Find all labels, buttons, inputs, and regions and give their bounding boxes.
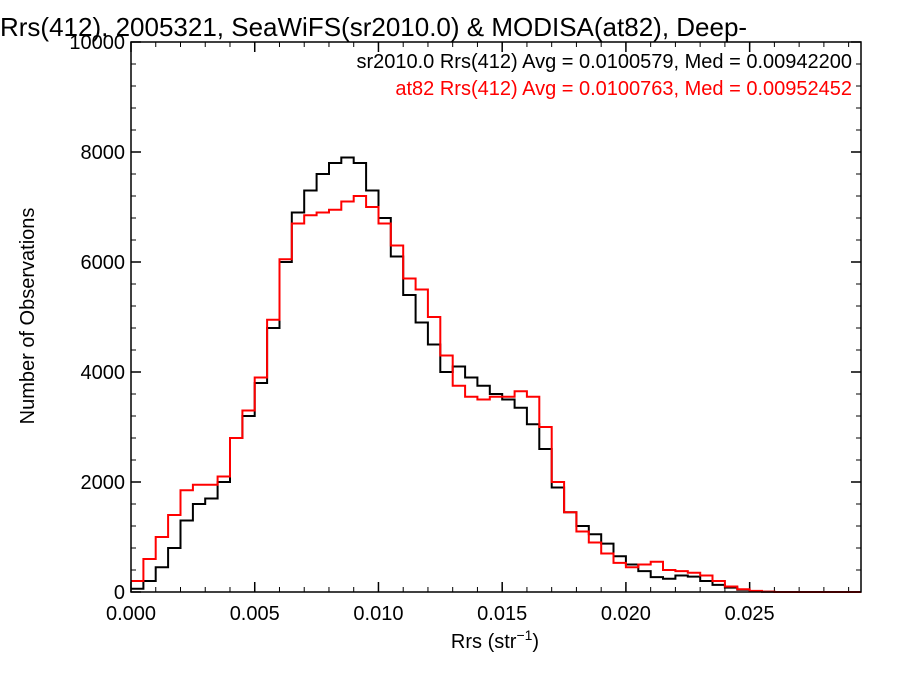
x-axis-ticks: 0.000 0.005 0.010 0.015 0.020 0.025 <box>106 42 850 625</box>
y-tick-label: 6000 <box>81 252 126 274</box>
series-1-line <box>131 195 861 593</box>
x-tick-label: 0.010 <box>353 603 403 625</box>
x-tick-label: 0.020 <box>601 603 651 625</box>
y-tick-label: 2000 <box>81 472 126 494</box>
plot-frame <box>130 41 862 593</box>
x-tick-label: 0.015 <box>477 603 527 625</box>
y-tick-label: 0 <box>114 582 125 604</box>
y-axis-label: Number of Observations <box>17 208 39 425</box>
legend-entry-0: sr2010.0 Rrs(412) Avg = 0.0100579, Med =… <box>356 51 852 73</box>
y-tick-label: 8000 <box>81 142 126 164</box>
series-group <box>131 156 861 593</box>
legend-entry-1: at82 Rrs(412) Avg = 0.0100763, Med = 0.0… <box>395 78 852 100</box>
x-tick-label: 0.025 <box>725 603 775 625</box>
y-tick-label: 10000 <box>69 32 125 54</box>
x-tick-label: 0.000 <box>106 603 156 625</box>
x-axis-label: Rrs (str−1) <box>451 627 539 653</box>
chart-title: Rrs(412), 2005321, SeaWiFS(sr2010.0) & M… <box>0 12 747 42</box>
x-tick-label: 0.005 <box>230 603 280 625</box>
y-axis-ticks: 0 2000 4000 6000 8000 10000 <box>69 32 861 604</box>
series-0-line <box>131 156 861 593</box>
y-tick-label: 4000 <box>81 362 126 384</box>
